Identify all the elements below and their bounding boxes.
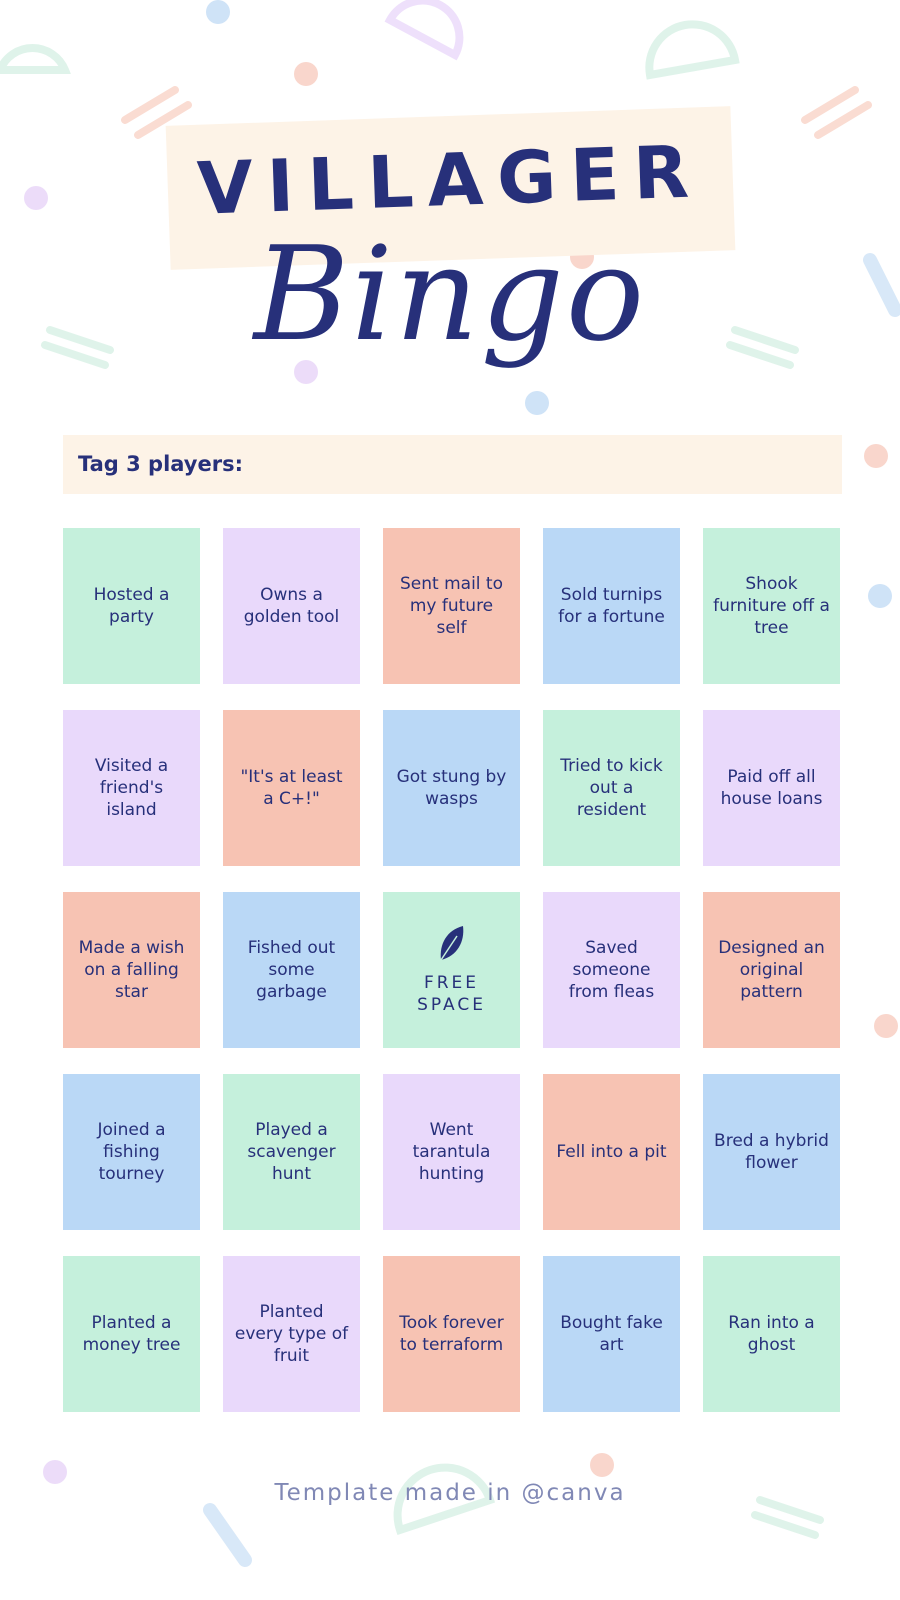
cell-text: Visited a friend's island: [94, 756, 169, 820]
cell-text: Fell into a pit: [556, 1142, 667, 1162]
cell-text: Played a scavenger hunt: [247, 1120, 336, 1184]
bingo-cell[interactable]: Fished out some garbage: [223, 892, 360, 1048]
bingo-cell[interactable]: Sent mail to my future self: [383, 528, 520, 684]
cell-text: Took forever to terraform: [399, 1313, 504, 1355]
bingo-cell[interactable]: Fell into a pit: [543, 1074, 680, 1230]
bingo-cell[interactable]: Ran into a ghost: [703, 1256, 840, 1412]
cell-text: Planted a money tree: [82, 1313, 181, 1355]
bingo-cell[interactable]: Went tarantula hunting: [383, 1074, 520, 1230]
cell-text: Fished out some garbage: [247, 938, 336, 1002]
bingo-cell[interactable]: Got stung by wasps: [383, 710, 520, 866]
bingo-cell[interactable]: Planted a money tree: [63, 1256, 200, 1412]
bingo-cell[interactable]: Made a wish on a falling star: [63, 892, 200, 1048]
tag-bar: Tag 3 players:: [63, 435, 842, 494]
bingo-cell[interactable]: Shook furniture off a tree: [703, 528, 840, 684]
cell-text: FREE SPACE: [417, 973, 486, 1015]
bingo-cell[interactable]: Planted every type of fruit: [223, 1256, 360, 1412]
cell-text: Designed an original pattern: [718, 938, 825, 1002]
bingo-cell[interactable]: "It's at least a C+!": [223, 710, 360, 866]
bingo-cell[interactable]: Joined a fishing tourney: [63, 1074, 200, 1230]
cell-text: Owns a golden tool: [243, 585, 340, 627]
cell-text: Sent mail to my future self: [400, 574, 503, 638]
cell-text: Joined a fishing tourney: [97, 1120, 166, 1184]
bingo-cell[interactable]: Visited a friend's island: [63, 710, 200, 866]
cell-text: Sold turnips for a fortune: [558, 585, 665, 627]
cell-text: Hosted a party: [93, 585, 170, 627]
cell-text: Ran into a ghost: [728, 1313, 815, 1355]
cell-text: Saved someone from fleas: [568, 938, 655, 1002]
cell-text: Tried to kick out a resident: [560, 756, 663, 820]
bingo-cell[interactable]: Tried to kick out a resident: [543, 710, 680, 866]
footer: Template made in @canva: [274, 1480, 626, 1506]
cell-text: Made a wish on a falling star: [78, 938, 185, 1002]
bingo-cell[interactable]: Designed an original pattern: [703, 892, 840, 1048]
bingo-cell[interactable]: FREE SPACE: [383, 892, 520, 1048]
bingo-cell[interactable]: Hosted a party: [63, 528, 200, 684]
cell-text: Shook furniture off a tree: [713, 574, 830, 638]
leaf-icon: [439, 926, 463, 961]
subtitle: Bingo: [253, 218, 647, 370]
cell-text: Went tarantula hunting: [412, 1120, 491, 1184]
cell-text: Bred a hybrid flower: [714, 1131, 829, 1173]
bingo-cell[interactable]: Bred a hybrid flower: [703, 1074, 840, 1230]
bingo-cell[interactable]: Sold turnips for a fortune: [543, 528, 680, 684]
cell-text: Planted every type of fruit: [234, 1302, 349, 1366]
cell-text: "It's at least a C+!": [240, 767, 343, 809]
bingo-grid: Hosted a party Owns a golden tool Sent mai…: [63, 528, 840, 1412]
bingo-cell[interactable]: Owns a golden tool: [223, 528, 360, 684]
cell-text: Got stung by wasps: [396, 767, 507, 809]
cell-text: Paid off all house loans: [720, 767, 823, 809]
bingo-cell[interactable]: Bought fake art: [543, 1256, 680, 1412]
bingo-cell[interactable]: Took forever to terraform: [383, 1256, 520, 1412]
bingo-cell[interactable]: Saved someone from fleas: [543, 892, 680, 1048]
bingo-cell[interactable]: Paid off all house loans: [703, 710, 840, 866]
bingo-cell[interactable]: Played a scavenger hunt: [223, 1074, 360, 1230]
cell-text: Bought fake art: [560, 1313, 663, 1355]
